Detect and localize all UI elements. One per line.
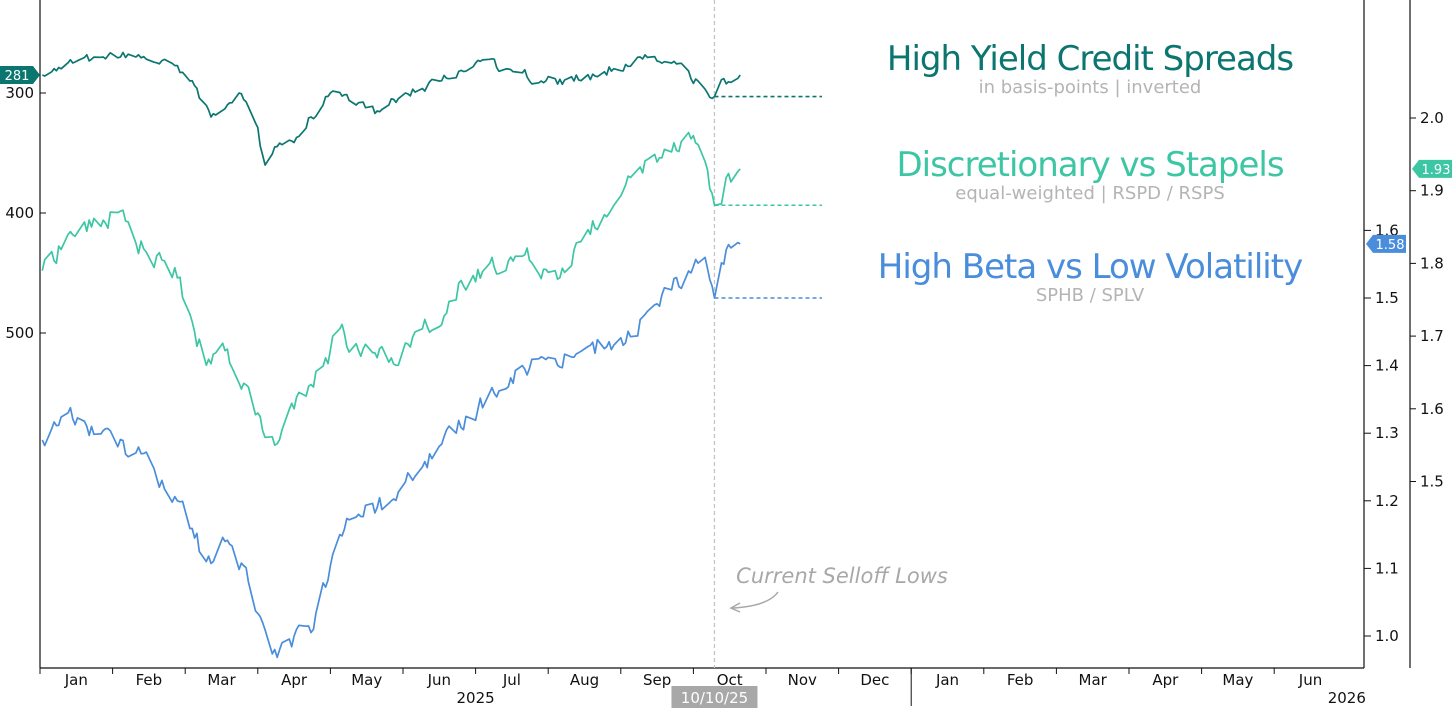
x-month-label: Apr: [281, 671, 308, 689]
right-outer-tick-label: 2.0: [1420, 109, 1444, 127]
legend: High Yield Credit Spreads in basis-point…: [878, 39, 1304, 306]
last-value-label-discretionary-vs-staples: 1.93: [1422, 163, 1451, 178]
x-month-label: Jun: [1298, 671, 1322, 689]
x-month-label: Mar: [1079, 671, 1108, 689]
x-month-label: Sep: [643, 671, 671, 689]
x-month-label: Feb: [1007, 671, 1034, 689]
left-tick-label: 300: [5, 84, 34, 102]
right-inner-tick-label: 1.0: [1375, 627, 1399, 645]
legend-subtitle-credit-spreads: in basis-points | inverted: [979, 77, 1202, 98]
last-value-tag-credit-spreads: [0, 66, 40, 84]
date-marker-box: [671, 686, 758, 708]
right-outer-tick-label: 1.6: [1420, 400, 1444, 418]
left-axis-ticks: 300 400 500: [5, 84, 46, 342]
x-month-label: Dec: [860, 671, 889, 689]
right-inner-tick-label: 1.5: [1375, 289, 1399, 307]
series-line-credit-spreads: [41, 51, 741, 166]
right-inner-tick-label: 1.6: [1375, 221, 1399, 239]
date-marker-text: 10/10/25: [681, 689, 748, 707]
plot-frame: [39, 0, 1411, 669]
x-axis-ticks: Jan Feb Mar Apr May Jun Jul Aug Sep Oct Nov Dec Jan F…: [39, 668, 1366, 707]
annotation-arrowhead: [729, 602, 741, 613]
annotation-text: Current Selloff Lows: [736, 564, 948, 588]
right-outer-tick-label: 1.8: [1420, 254, 1444, 272]
series-line-high-beta-vs-low-vol: [41, 241, 741, 659]
right-inner-tick-label: 1.4: [1375, 357, 1399, 375]
legend-title-credit-spreads: High Yield Credit Spreads: [887, 39, 1293, 79]
series-lines: [41, 51, 741, 659]
x-month-label: Mar: [207, 671, 236, 689]
last-value-tag-high-beta-vs-low-vol: [1366, 234, 1406, 253]
right-outer-tick-label: 1.9: [1420, 182, 1444, 200]
last-value-label-credit-spreads: 281: [5, 69, 30, 84]
last-value-tag-discretionary-vs-staples: [1412, 159, 1452, 178]
right-outer-tick-label: 1.7: [1420, 327, 1444, 345]
x-year-label: 2026: [1328, 689, 1366, 707]
x-month-label: Jan: [935, 671, 959, 689]
x-month-label: May: [351, 671, 382, 689]
right-inner-tick-label: 1.3: [1375, 424, 1399, 442]
x-month-label: Apr: [1152, 671, 1179, 689]
legend-subtitle-high-beta: SPHB / SPLV: [1036, 285, 1145, 306]
x-month-label: Jun: [427, 671, 451, 689]
x-month-label: Nov: [788, 671, 817, 689]
left-tick-label: 400: [5, 204, 34, 222]
x-month-label: May: [1222, 671, 1253, 689]
annotation-arrow: [732, 591, 779, 609]
legend-subtitle-discretionary: equal-weighted | RSPD / RSPS: [955, 183, 1225, 204]
left-tick-label: 500: [5, 324, 34, 342]
x-month-label: Oct: [717, 671, 743, 689]
legend-title-high-beta: High Beta vs Low Volatility: [878, 247, 1303, 287]
last-value-label-high-beta-vs-low-vol: 1.58: [1376, 238, 1405, 253]
x-month-label: Jan: [64, 671, 88, 689]
last-value-tags: 281 1.93 1.58: [0, 66, 1452, 253]
x-month-label: Feb: [136, 671, 163, 689]
right-inner-axis-ticks: 1.6 1.5 1.4 1.3 1.2 1.1 1.0: [1364, 221, 1399, 645]
right-inner-tick-label: 1.1: [1375, 559, 1399, 577]
right-outer-axis-ticks: 2.0 1.9 1.8 1.7 1.6 1.5: [1410, 109, 1444, 491]
series-line-discretionary-vs-staples: [41, 131, 741, 446]
right-outer-tick-label: 1.5: [1420, 473, 1444, 491]
right-inner-tick-label: 1.2: [1375, 492, 1399, 510]
legend-title-discretionary: Discretionary vs Stapels: [896, 145, 1283, 185]
x-month-label: Aug: [570, 671, 599, 689]
date-marker: 10/10/25: [671, 686, 758, 708]
x-year-label: 2025: [457, 689, 495, 707]
selloff-annotation: Current Selloff Lows: [729, 564, 948, 613]
selloff-low-lines: [714, 95, 822, 299]
x-month-label: Jul: [502, 671, 521, 689]
